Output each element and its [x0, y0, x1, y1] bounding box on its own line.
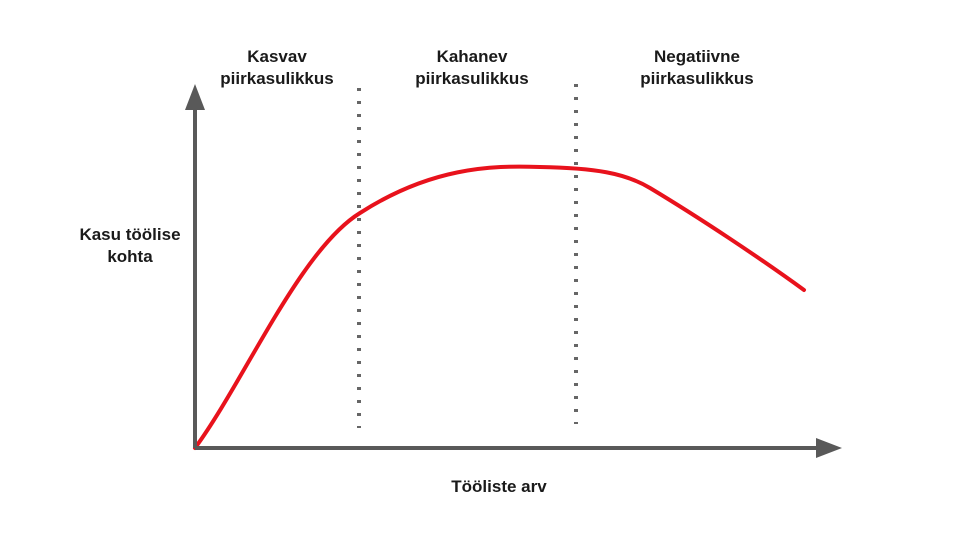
x-axis-label-text: Tööliste arv	[451, 477, 547, 496]
output-curve	[193, 164, 806, 450]
region-label-line2: piirkasulikkus	[415, 69, 529, 88]
region-label-line1: Kahanev	[436, 47, 508, 66]
y-axis-label-line2: kohta	[107, 247, 153, 266]
x-axis-label: Tööliste arv	[399, 476, 599, 498]
region-label-line2: piirkasulikkus	[220, 69, 334, 88]
region-label-line2: piirkasulikkus	[640, 69, 754, 88]
y-axis-label-line1: Kasu töölise	[79, 225, 181, 244]
region-label-diminishing: Kahanev piirkasulikkus	[392, 46, 552, 90]
region-label-increasing: Kasvav piirkasulikkus	[197, 46, 357, 90]
region-label-negative: Negatiivne piirkasulikkus	[617, 46, 777, 90]
region-label-line1: Kasvav	[247, 47, 307, 66]
arrow-right-icon	[816, 438, 842, 458]
arrow-up-icon	[185, 84, 205, 110]
region-label-line1: Negatiivne	[654, 47, 740, 66]
y-axis-label: Kasu töölise kohta	[60, 224, 200, 268]
